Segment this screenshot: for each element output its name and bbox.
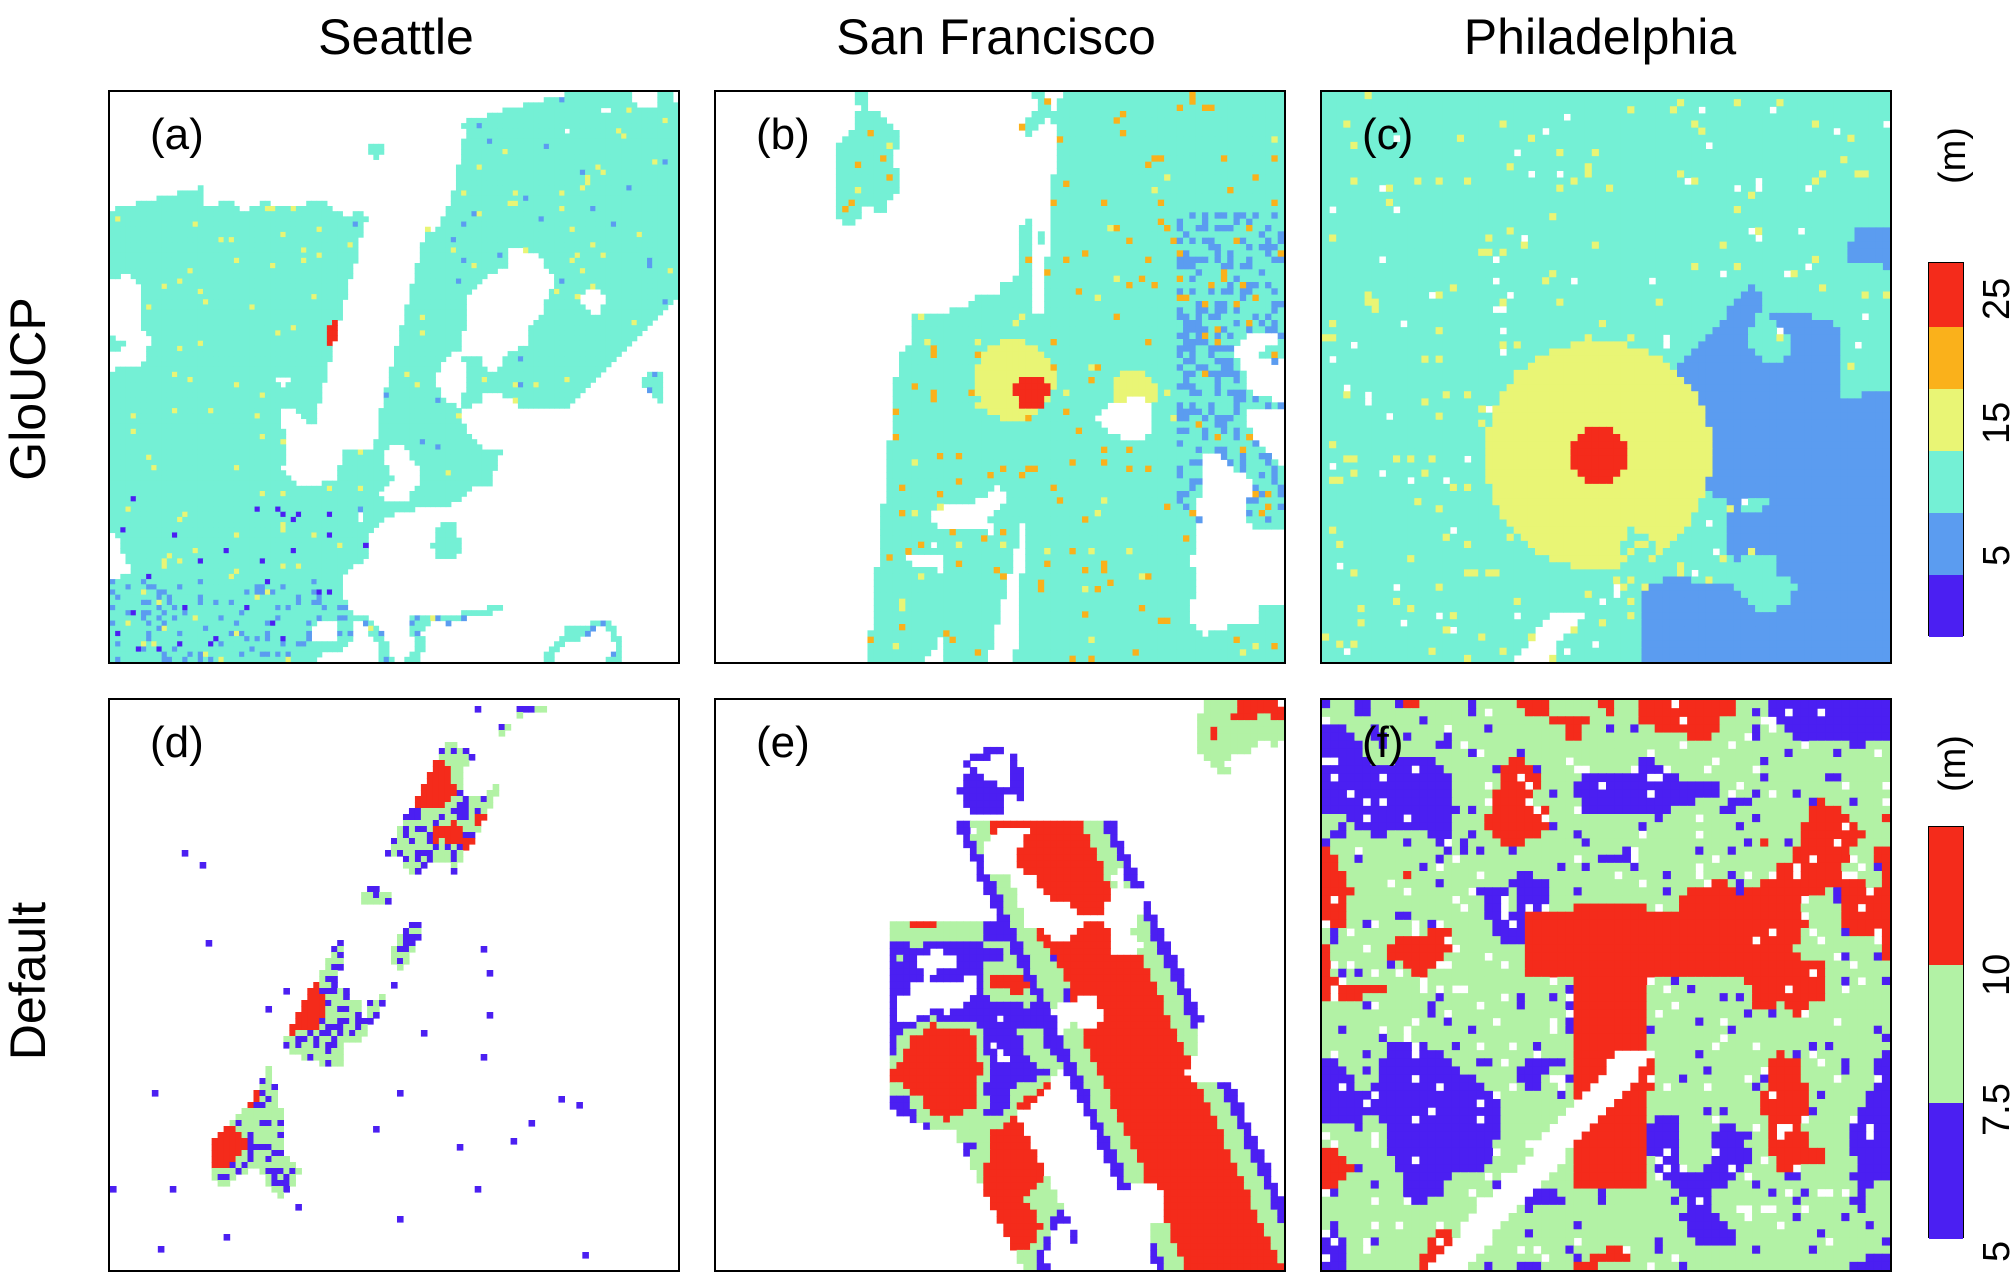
colorbar-2-unit: (m)	[1932, 735, 1975, 792]
colorbar-2-tick-7-5: 7.5	[1976, 1083, 2010, 1136]
raster-c	[1322, 92, 1890, 662]
raster-a	[110, 92, 678, 662]
row-title-default: Default	[0, 781, 57, 1181]
row-title-gloucp: GloUCP	[0, 189, 57, 589]
raster-e	[889, 700, 1284, 1270]
colorbar-2	[1928, 826, 1964, 1239]
panel-label-d: (d)	[150, 718, 204, 768]
colorbar-1-seg-red	[1929, 263, 1963, 327]
raster-f	[1322, 700, 1890, 1270]
colorbar-1-seg-orange	[1929, 327, 1963, 389]
colorbar-1-tick-25: 25	[1976, 278, 2010, 320]
colorbar-1-seg-yellow	[1929, 389, 1963, 451]
colorbar-1-seg-cyan	[1929, 451, 1963, 513]
panel-label-b: (b)	[756, 110, 810, 160]
colorbar-2-seg-red	[1929, 827, 1963, 965]
colorbar-1-seg-purple	[1929, 575, 1963, 637]
map-panel-c: (c)	[1320, 90, 1892, 664]
colorbar-1-tick-5: 5	[1976, 545, 2010, 566]
column-title-philadelphia: Philadelphia	[1320, 8, 1880, 66]
panel-label-c: (c)	[1362, 110, 1413, 160]
colorbar-2-seg-green	[1929, 965, 1963, 1103]
map-panel-e: (e)	[714, 698, 1286, 1272]
column-title-san-francisco: San Francisco	[716, 8, 1276, 66]
colorbar-1-tick-15: 15	[1976, 402, 2010, 444]
colorbar-1-unit: (m)	[1932, 127, 1975, 184]
colorbar-2-tick-10: 10	[1976, 954, 2010, 996]
raster-b	[835, 92, 1284, 662]
colorbar-1	[1928, 262, 1964, 637]
map-panel-b: (b)	[714, 90, 1286, 664]
colorbar-2-seg-purple	[1929, 1103, 1963, 1239]
colorbar-2-tick-5: 5	[1976, 1241, 2010, 1262]
column-title-seattle: Seattle	[116, 8, 676, 66]
map-panel-f: (f)	[1320, 698, 1892, 1272]
panel-label-a: (a)	[150, 110, 204, 160]
map-panel-d: (d)	[108, 698, 680, 1272]
map-panel-a: (a)	[108, 90, 680, 664]
panel-label-f: (f)	[1362, 718, 1404, 768]
panel-label-e: (e)	[756, 718, 810, 768]
raster-d	[110, 706, 589, 1259]
colorbar-1-seg-blue	[1929, 513, 1963, 575]
